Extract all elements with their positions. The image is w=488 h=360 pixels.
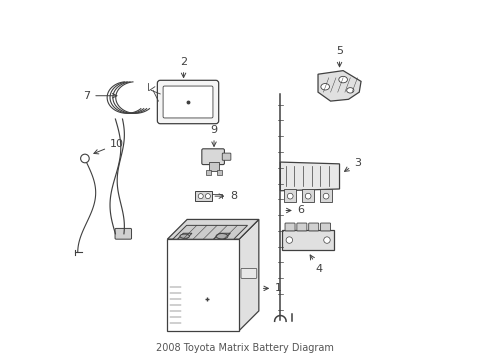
FancyBboxPatch shape: [320, 223, 330, 231]
Ellipse shape: [216, 234, 227, 239]
Text: 2: 2: [180, 57, 187, 77]
FancyBboxPatch shape: [163, 86, 212, 118]
Circle shape: [323, 193, 328, 199]
FancyBboxPatch shape: [115, 228, 131, 239]
Circle shape: [305, 193, 310, 199]
FancyBboxPatch shape: [301, 189, 314, 202]
Ellipse shape: [320, 84, 329, 90]
FancyBboxPatch shape: [282, 230, 333, 250]
Text: 10: 10: [94, 139, 124, 154]
Circle shape: [198, 194, 203, 199]
Text: 8: 8: [215, 191, 237, 201]
FancyBboxPatch shape: [241, 269, 256, 278]
Polygon shape: [280, 162, 339, 191]
Ellipse shape: [338, 76, 346, 83]
Ellipse shape: [180, 234, 189, 238]
FancyBboxPatch shape: [217, 170, 222, 175]
Polygon shape: [167, 239, 239, 330]
Polygon shape: [172, 225, 247, 239]
FancyBboxPatch shape: [163, 91, 172, 95]
Text: 4: 4: [309, 255, 322, 274]
FancyBboxPatch shape: [202, 149, 224, 165]
FancyBboxPatch shape: [163, 96, 172, 100]
Text: 2008 Toyota Matrix Battery Diagram: 2008 Toyota Matrix Battery Diagram: [155, 343, 333, 353]
Text: 1: 1: [263, 283, 282, 293]
Circle shape: [205, 194, 210, 199]
Ellipse shape: [346, 87, 353, 93]
FancyBboxPatch shape: [296, 223, 306, 231]
FancyBboxPatch shape: [206, 170, 211, 175]
Text: 9: 9: [210, 125, 217, 147]
Circle shape: [285, 237, 292, 243]
Text: 7: 7: [83, 91, 117, 101]
FancyBboxPatch shape: [208, 162, 219, 171]
FancyBboxPatch shape: [222, 153, 230, 160]
FancyBboxPatch shape: [157, 80, 218, 124]
FancyBboxPatch shape: [163, 101, 172, 105]
Text: 5: 5: [335, 46, 342, 67]
FancyBboxPatch shape: [319, 189, 332, 202]
FancyBboxPatch shape: [285, 223, 294, 231]
Circle shape: [287, 193, 292, 199]
Polygon shape: [239, 220, 258, 330]
Text: 3: 3: [344, 158, 360, 171]
Polygon shape: [167, 220, 258, 239]
Polygon shape: [177, 233, 192, 239]
FancyBboxPatch shape: [308, 223, 318, 231]
Text: 6: 6: [285, 206, 304, 216]
FancyBboxPatch shape: [195, 191, 212, 201]
Circle shape: [323, 237, 329, 243]
Polygon shape: [317, 71, 360, 101]
FancyBboxPatch shape: [284, 189, 296, 202]
Polygon shape: [213, 233, 230, 239]
